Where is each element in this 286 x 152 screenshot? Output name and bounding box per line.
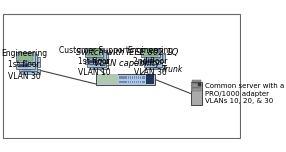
Bar: [85, 48, 103, 57]
Text: Customer Support
1st floor
VLAN 10: Customer Support 1st floor VLAN 10: [59, 46, 129, 77]
Bar: [124, 76, 126, 79]
Bar: [192, 84, 200, 86]
Bar: [191, 83, 201, 91]
Bar: [87, 49, 101, 56]
Bar: [134, 81, 135, 83]
Bar: [128, 76, 129, 79]
Bar: [143, 49, 158, 56]
Bar: [89, 52, 104, 59]
Bar: [148, 57, 153, 59]
Bar: [136, 76, 137, 79]
Text: Trunk: Trunk: [162, 65, 183, 74]
Bar: [144, 81, 145, 83]
Bar: [124, 81, 126, 83]
Bar: [92, 54, 106, 61]
Bar: [87, 62, 106, 67]
Bar: [118, 81, 120, 83]
Bar: [88, 61, 97, 63]
Bar: [136, 81, 137, 83]
Text: Switch with IEEE 802.1Q
VLAN capability: Switch with IEEE 802.1Q VLAN capability: [76, 48, 178, 68]
Bar: [122, 76, 124, 79]
Bar: [198, 83, 200, 86]
Bar: [140, 76, 141, 79]
Bar: [21, 69, 40, 74]
Bar: [190, 82, 202, 105]
Bar: [147, 64, 156, 66]
Bar: [138, 76, 139, 79]
Bar: [128, 81, 129, 83]
Bar: [26, 64, 30, 66]
Bar: [146, 53, 165, 62]
Bar: [19, 66, 28, 67]
Bar: [148, 54, 163, 61]
Bar: [144, 62, 162, 67]
Bar: [144, 61, 153, 63]
Bar: [22, 68, 31, 70]
Bar: [144, 50, 162, 60]
Bar: [94, 59, 99, 62]
Bar: [96, 74, 155, 85]
Bar: [120, 76, 122, 79]
Bar: [118, 76, 120, 79]
Bar: [28, 66, 33, 68]
Bar: [24, 71, 33, 72]
Bar: [21, 56, 35, 63]
Text: Common server with a
PRO/1000 adapter
VLANs 10, 20, & 30: Common server with a PRO/1000 adapter VL…: [205, 83, 284, 104]
Bar: [23, 58, 38, 66]
Bar: [126, 76, 128, 79]
Bar: [153, 62, 158, 64]
Bar: [142, 76, 143, 79]
Bar: [142, 60, 160, 64]
Bar: [19, 54, 37, 64]
Bar: [87, 50, 106, 60]
Bar: [146, 52, 160, 59]
Bar: [122, 81, 124, 83]
Bar: [90, 53, 108, 62]
Bar: [130, 76, 131, 79]
Bar: [146, 65, 165, 69]
Bar: [90, 65, 108, 69]
Bar: [132, 81, 133, 83]
Bar: [93, 66, 102, 68]
Bar: [21, 57, 40, 67]
Bar: [151, 59, 155, 62]
Bar: [90, 64, 99, 66]
Bar: [134, 76, 135, 79]
Bar: [19, 66, 37, 71]
Bar: [130, 81, 131, 83]
Bar: [149, 66, 158, 68]
Bar: [97, 62, 101, 64]
Bar: [144, 76, 145, 79]
Bar: [146, 74, 154, 84]
Bar: [18, 53, 33, 60]
Bar: [92, 57, 96, 59]
Bar: [120, 81, 122, 83]
Bar: [17, 52, 35, 62]
Bar: [85, 60, 103, 64]
Bar: [192, 88, 200, 91]
Bar: [138, 81, 139, 83]
Text: Engineering
1st floor
VLAN 30: Engineering 1st floor VLAN 30: [1, 49, 47, 81]
Bar: [132, 76, 133, 79]
Bar: [142, 48, 160, 57]
Bar: [126, 81, 128, 83]
Bar: [97, 74, 118, 84]
Bar: [142, 81, 143, 83]
Bar: [17, 64, 35, 69]
Bar: [192, 80, 200, 82]
Text: Engineering
2nd floor
VLAN 30: Engineering 2nd floor VLAN 30: [128, 46, 174, 77]
Bar: [140, 81, 141, 83]
Bar: [23, 61, 28, 63]
